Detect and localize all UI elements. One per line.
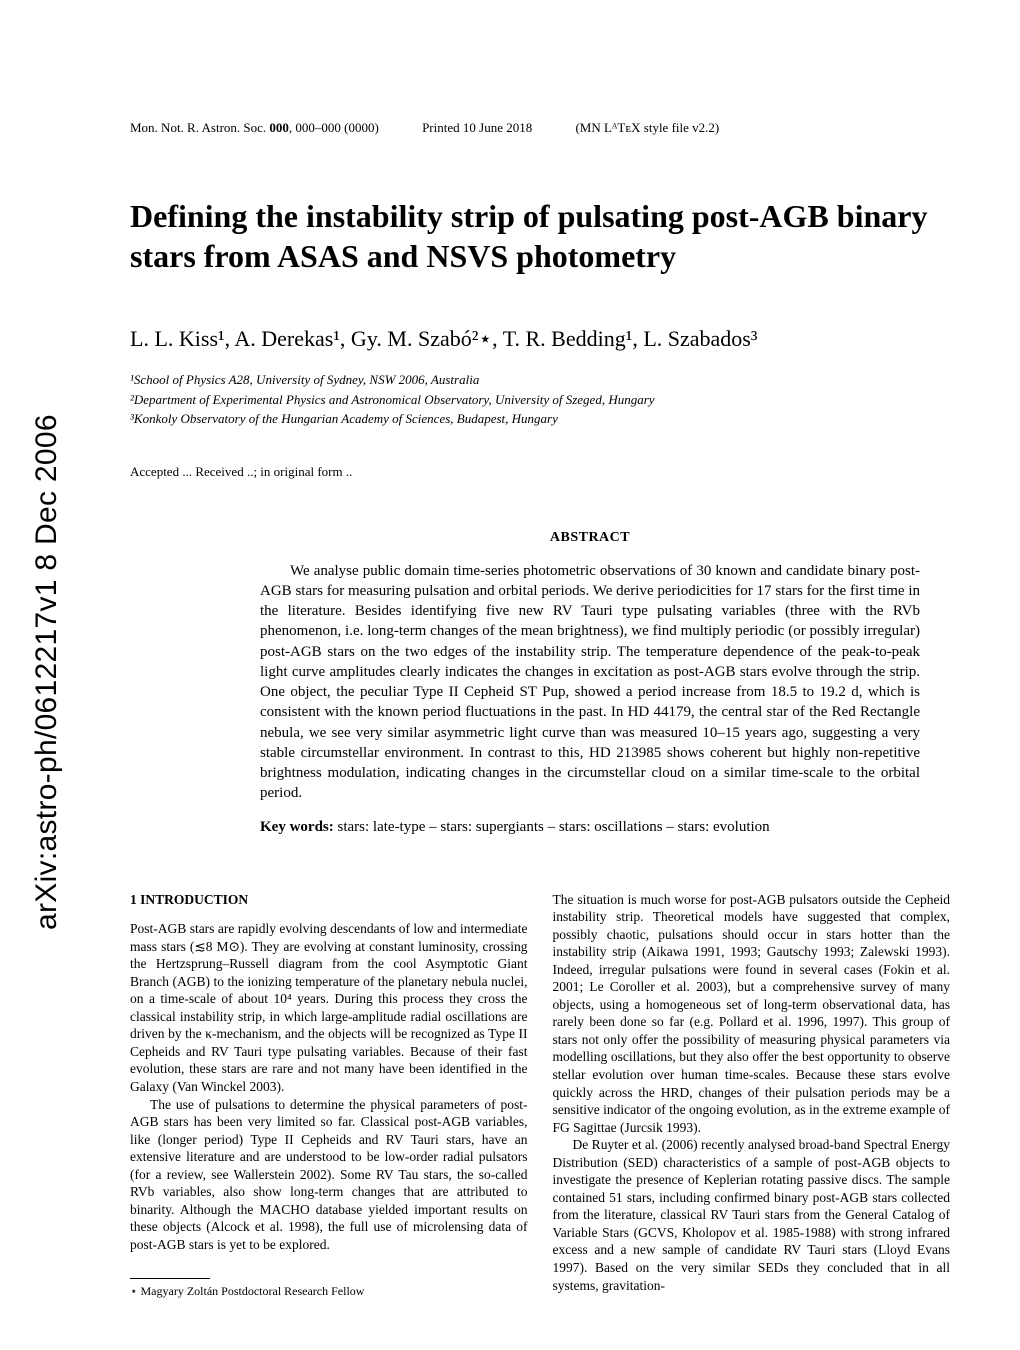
affiliation-2: ²Department of Experimental Physics and … bbox=[130, 390, 950, 410]
intro-paragraph-2: The use of pulsations to determine the p… bbox=[130, 1096, 528, 1254]
affiliation-1: ¹School of Physics A28, University of Sy… bbox=[130, 370, 950, 390]
intro-paragraph-3: The situation is much worse for post-AGB… bbox=[553, 891, 951, 1137]
footnote-star: ⋆ Magyary Zoltán Postdoctoral Research F… bbox=[130, 1284, 528, 1300]
affiliations-block: ¹School of Physics A28, University of Sy… bbox=[130, 370, 950, 429]
latex-style-note: (MN LᴬTᴇX style file v2.2) bbox=[575, 120, 719, 135]
accepted-line: Accepted ... Received ..; in original fo… bbox=[130, 464, 950, 480]
section-1-heading: 1 INTRODUCTION bbox=[130, 891, 528, 909]
journal-header: Mon. Not. R. Astron. Soc. 000, 000–000 (… bbox=[130, 120, 950, 136]
abstract-heading: ABSTRACT bbox=[260, 530, 920, 546]
keywords-text: stars: late-type – stars: supergiants – … bbox=[338, 819, 770, 835]
intro-paragraph-4: De Ruyter et al. (2006) recently analyse… bbox=[553, 1136, 951, 1294]
keywords-line: Key words: stars: late-type – stars: sup… bbox=[260, 819, 920, 836]
print-date: Printed 10 June 2018 bbox=[422, 120, 532, 135]
two-column-body: 1 INTRODUCTION Post-AGB stars are rapidl… bbox=[130, 891, 950, 1301]
abstract-block: ABSTRACT We analyse public domain time-s… bbox=[260, 530, 920, 836]
abstract-text: We analyse public domain time-series pho… bbox=[260, 561, 920, 804]
intro-paragraph-1: Post-AGB stars are rapidly evolving desc… bbox=[130, 920, 528, 1095]
page-content: Mon. Not. R. Astron. Soc. 000, 000–000 (… bbox=[0, 0, 1020, 1350]
journal-volume: 000, 000–000 (0000) bbox=[269, 120, 378, 135]
journal-name: Mon. Not. R. Astron. Soc. bbox=[130, 120, 266, 135]
keywords-label: Key words: bbox=[260, 819, 334, 835]
affiliation-3: ³Konkoly Observatory of the Hungarian Ac… bbox=[130, 409, 950, 429]
left-column: 1 INTRODUCTION Post-AGB stars are rapidl… bbox=[130, 891, 528, 1301]
right-column: The situation is much worse for post-AGB… bbox=[553, 891, 951, 1301]
author-list: L. L. Kiss¹, A. Derekas¹, Gy. M. Szabó²⋆… bbox=[130, 326, 950, 352]
footnote-separator bbox=[130, 1278, 210, 1279]
paper-title: Defining the instability strip of pulsat… bbox=[130, 196, 950, 276]
